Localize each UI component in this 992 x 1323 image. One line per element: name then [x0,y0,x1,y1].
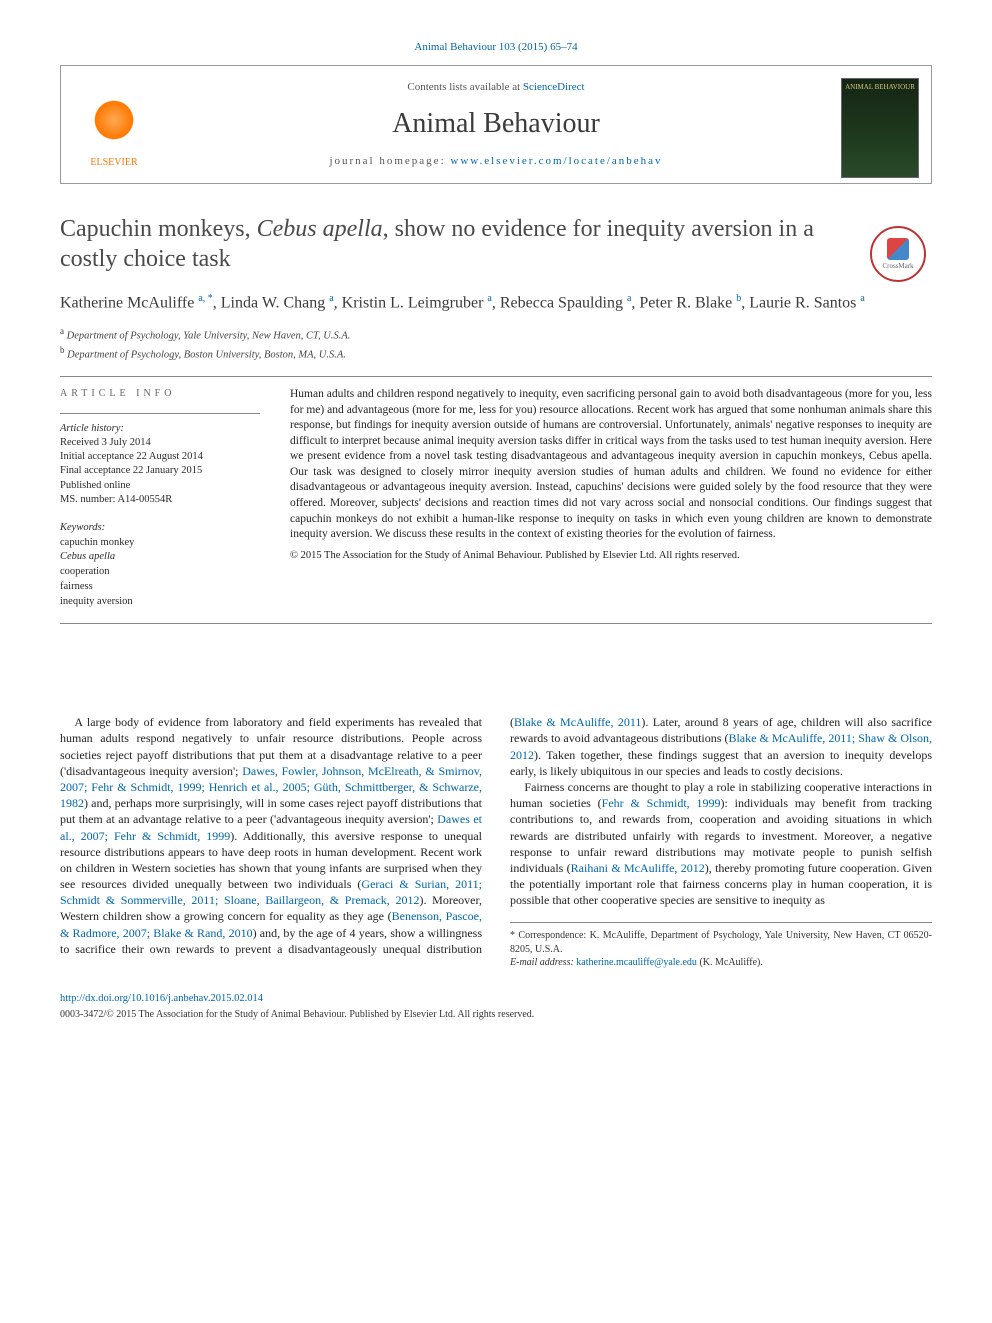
cover-label: ANIMAL BEHAVIOUR [845,83,915,91]
ai-rule-1 [60,413,260,414]
author-1-aff: a, * [198,293,212,304]
crossmark-badge[interactable]: CrossMark [870,226,926,282]
author-6: Laurie R. Santos [749,295,856,312]
author-1: Katherine McAuliffe [60,295,194,312]
author-3-aff: a [487,293,491,304]
author-5: Peter R. Blake [639,295,732,312]
history-4: MS. number: A14-00554R [60,493,260,507]
keyword-3: fairness [60,580,260,595]
corresponding-author-note: * Correspondence: K. McAuliffe, Departme… [510,929,932,956]
corresponding-email-link[interactable]: katherine.mcauliffe@yale.edu [576,957,697,968]
article-title: Capuchin monkeys, Cebus apella, show no … [60,214,932,274]
affiliations: a Department of Psychology, Yale Univers… [60,325,932,362]
aff-b-sup: b [60,345,65,355]
elsevier-logo: ELSEVIER [73,78,155,170]
cite-fehr-1999[interactable]: Fehr & Schmidt, 1999 [602,796,721,810]
contents-available-line: Contents lists available at ScienceDirec… [171,80,821,95]
body-para-2: Fairness concerns are thought to play a … [510,779,932,909]
title-pre: Capuchin monkeys, [60,216,257,242]
title-species: Cebus apella [257,216,383,242]
abstract: Human adults and children respond negati… [290,387,932,609]
authors-line: Katherine McAuliffe a, *, Linda W. Chang… [60,292,932,315]
contents-prefix: Contents lists available at [407,81,522,93]
email-label: E-mail address: [510,957,576,968]
author-2: Linda W. Chang [221,295,325,312]
keyword-4: inequity aversion [60,595,260,610]
keywords-block: Keywords: capuchin monkey Cebus apella c… [60,521,260,609]
p1-s2: ) and, perhaps more surprisingly, will i… [60,796,482,826]
journal-header: ELSEVIER ANIMAL BEHAVIOUR Contents lists… [60,65,932,184]
keyword-1: Cebus apella [60,550,260,565]
aff-b-text: Department of Psychology, Boston Univers… [67,349,346,360]
doi-link[interactable]: http://dx.doi.org/10.1016/j.anbehav.2015… [60,992,932,1006]
crossmark-icon [887,238,909,260]
cite-raihani-2012[interactable]: Raihani & McAuliffe, 2012 [571,861,705,875]
article-history: Article history: Received 3 July 2014 In… [60,422,260,507]
author-5-aff: b [736,293,741,304]
affiliation-b: b Department of Psychology, Boston Unive… [60,344,932,363]
journal-homepage-link[interactable]: www.elsevier.com/locate/anbehav [450,155,662,167]
history-2: Final acceptance 22 January 2015 [60,464,260,478]
email-suffix: (K. McAuliffe). [697,957,763,968]
history-label: Article history: [60,422,260,436]
keyword-0: capuchin monkey [60,536,260,551]
abstract-text: Human adults and children respond negati… [290,388,932,540]
cite-blake-2011a[interactable]: Blake & McAuliffe, 2011 [514,715,641,729]
history-0: Received 3 July 2014 [60,436,260,450]
abstract-copyright: © 2015 The Association for the Study of … [290,549,932,563]
crossmark-label: CrossMark [882,262,913,271]
footnotes: * Correspondence: K. McAuliffe, Departme… [510,922,932,970]
article-info-heading: article info [60,387,260,401]
author-4-aff: a [627,293,631,304]
author-6-aff: a [860,293,864,304]
section-rule-2 [60,623,932,624]
journal-homepage-line: journal homepage: www.elsevier.com/locat… [171,154,821,169]
keyword-2: cooperation [60,565,260,580]
elsevier-tree-icon [84,96,144,156]
author-2-aff: a [329,293,333,304]
p1-s7: ). Taken together, these findings sugges… [510,748,932,778]
sciencedirect-link[interactable]: ScienceDirect [523,81,585,93]
keywords-label: Keywords: [60,521,260,536]
affiliation-a: a Department of Psychology, Yale Univers… [60,325,932,344]
history-1: Initial acceptance 22 August 2014 [60,450,260,464]
aff-a-text: Department of Psychology, Yale Universit… [67,331,351,342]
section-rule [60,376,932,377]
elsevier-label: ELSEVIER [90,156,137,170]
journal-cover-thumbnail: ANIMAL BEHAVIOUR [841,78,919,178]
journal-name: Animal Behaviour [171,105,821,143]
aff-a-sup: a [60,326,64,336]
article-info-block: article info Article history: Received 3… [60,387,260,609]
body-text: A large body of evidence from laboratory… [60,714,932,970]
history-3: Published online [60,479,260,493]
author-4: Rebecca Spaulding [500,295,623,312]
homepage-prefix: journal homepage: [329,155,450,167]
citation-line: Animal Behaviour 103 (2015) 65–74 [60,40,932,55]
issn-copyright-line: 0003-3472/© 2015 The Association for the… [60,1008,932,1022]
email-line: E-mail address: katherine.mcauliffe@yale… [510,956,932,970]
author-3: Kristin L. Leimgruber [342,295,484,312]
